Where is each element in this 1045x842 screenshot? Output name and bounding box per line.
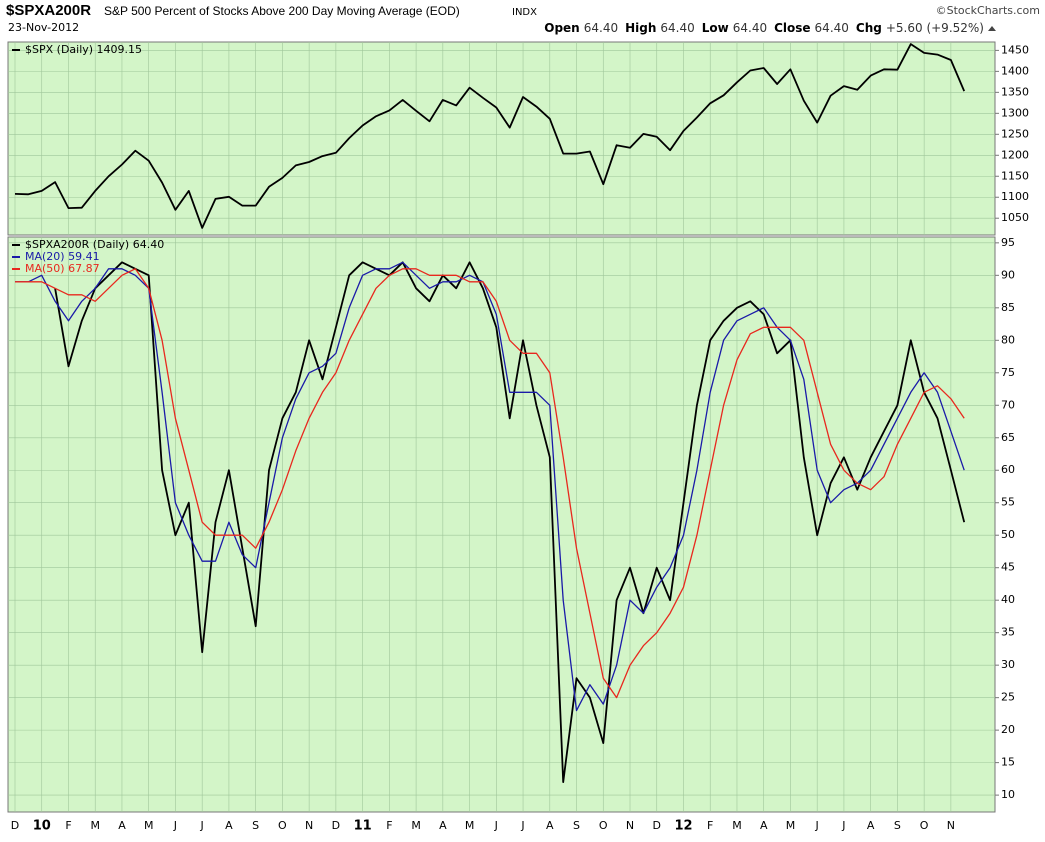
x-tick-label: J: [494, 819, 498, 832]
y-tick-label: 60: [1001, 463, 1015, 476]
x-tick-label: J: [841, 819, 845, 832]
legend-entry: MA(20) 59.41: [25, 250, 100, 263]
quote-label: Close: [774, 21, 810, 35]
series-line: [15, 268, 965, 699]
y-tick-label: 35: [1001, 626, 1015, 639]
x-tick-label: O: [920, 819, 929, 832]
y-tick-label: 1250: [1001, 127, 1029, 140]
credit: ©StockCharts.com: [936, 4, 1040, 17]
x-tick-label: M: [465, 819, 475, 832]
y-tick-label: 1450: [1001, 43, 1029, 56]
quote-value: 64.40: [815, 21, 849, 35]
x-tick-label: J: [200, 819, 204, 832]
x-tick-label: S: [573, 819, 580, 832]
y-tick-label: 75: [1001, 366, 1015, 379]
y-tick-label: 15: [1001, 756, 1015, 769]
date: 23-Nov-2012: [8, 21, 79, 34]
x-tick-label: D: [11, 819, 19, 832]
y-tick-label: 1200: [1001, 148, 1029, 161]
quote-value: +5.60 (+9.52%): [886, 21, 984, 35]
y-tick-label: 55: [1001, 496, 1015, 509]
x-tick-label: N: [305, 819, 313, 832]
y-tick-label: 70: [1001, 398, 1015, 411]
quote-label: Low: [702, 21, 729, 35]
x-tick-label: F: [707, 819, 713, 832]
series-line: [15, 261, 965, 712]
x-tick-label: D: [653, 819, 661, 832]
y-tick-label: 90: [1001, 268, 1015, 281]
y-tick-label: 10: [1001, 788, 1015, 801]
x-tick-label: J: [173, 819, 177, 832]
x-tick-label: A: [867, 819, 875, 832]
legend-entry: MA(50) 67.87: [25, 262, 100, 275]
x-tick-label: D: [332, 819, 340, 832]
x-tick-label: M: [144, 819, 154, 832]
plot-area: [7, 236, 996, 813]
x-tick-label: M: [732, 819, 742, 832]
x-tick-label: M: [786, 819, 796, 832]
quote-value: 64.40: [733, 21, 767, 35]
x-tick-label: M: [90, 819, 100, 832]
x-tick-label: 11: [354, 819, 372, 834]
y-tick-label: 85: [1001, 301, 1015, 314]
x-tick-label: N: [626, 819, 634, 832]
y-tick-label: 1400: [1001, 64, 1029, 77]
x-tick-label: M: [411, 819, 421, 832]
x-tick-label: A: [439, 819, 447, 832]
x-tick-label: A: [760, 819, 768, 832]
y-tick-label: 1050: [1001, 211, 1029, 224]
x-tick-label: S: [252, 819, 259, 832]
x-tick-label: F: [386, 819, 392, 832]
x-tick-label: S: [894, 819, 901, 832]
description: S&P 500 Percent of Stocks Above 200 Day …: [104, 4, 460, 18]
y-tick-label: 40: [1001, 593, 1015, 606]
y-tick-label: 1150: [1001, 169, 1029, 182]
quote: Open 64.40 High 64.40 Low 64.40 Close 64.40 Chg +…: [544, 21, 984, 35]
x-tick-label: A: [546, 819, 554, 832]
symbol: $SPXA200R: [6, 2, 91, 19]
quote-value: 64.40: [584, 21, 618, 35]
x-tick-label: N: [947, 819, 955, 832]
legend-entry: $SPX (Daily) 1409.15: [25, 43, 142, 56]
x-tick-label: 10: [33, 819, 51, 834]
x-tick-label: J: [815, 819, 819, 832]
up-arrow: [988, 26, 996, 31]
x-tick-label: J: [520, 819, 524, 832]
plot-area: [7, 41, 996, 236]
x-tick-label: A: [225, 819, 233, 832]
y-tick-label: 25: [1001, 691, 1015, 704]
y-tick-label: 95: [1001, 236, 1015, 249]
x-tick-label: F: [65, 819, 71, 832]
x-tick-label: O: [599, 819, 608, 832]
y-tick-label: 20: [1001, 723, 1015, 736]
quote-label: Chg: [856, 21, 882, 35]
y-tick-label: 1300: [1001, 106, 1029, 119]
quote-value: 64.40: [660, 21, 694, 35]
exchange: INDX: [512, 7, 537, 18]
y-tick-label: 80: [1001, 333, 1015, 346]
x-tick-label: 12: [674, 819, 692, 834]
series-line: [14, 43, 966, 229]
legend-entry: $SPXA200R (Daily) 64.40: [25, 238, 164, 251]
y-tick-label: 45: [1001, 561, 1015, 574]
y-tick-label: 1100: [1001, 190, 1029, 203]
x-tick-label: O: [278, 819, 287, 832]
y-tick-label: 65: [1001, 431, 1015, 444]
series-line: [54, 261, 966, 783]
y-tick-label: 50: [1001, 528, 1015, 541]
quote-label: High: [625, 21, 656, 35]
y-tick-label: 30: [1001, 658, 1015, 671]
y-tick-label: 1350: [1001, 85, 1029, 98]
x-tick-label: A: [118, 819, 126, 832]
quote-label: Open: [544, 21, 579, 35]
